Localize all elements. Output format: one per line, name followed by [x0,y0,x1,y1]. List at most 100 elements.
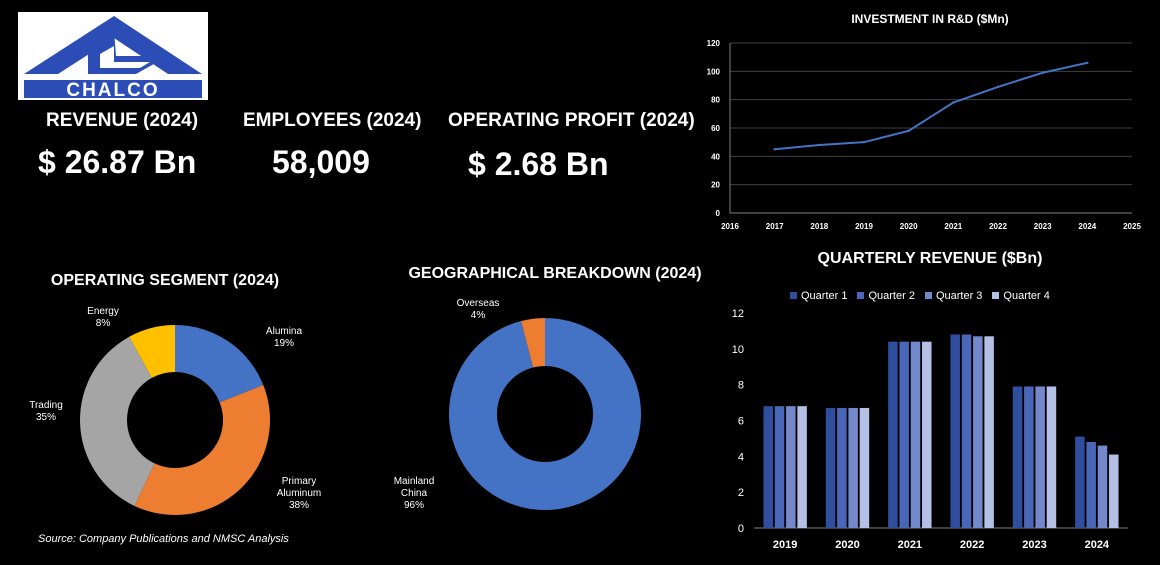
quarterly-chart-title: QUARTERLY REVENUE ($Bn) [817,250,1043,267]
revenue-label: REVENUE (2024) [46,110,199,131]
geo-slice-overseas [521,318,545,368]
rnd-point [907,129,910,133]
legend-label: Quarter 1 [801,289,848,302]
bar-2022-q1 [950,334,960,528]
rnd-y-tick: 120 [707,39,721,48]
rnd-series-line [774,61,1088,151]
rnd-y-tick: 40 [711,152,720,161]
segment-slice-alumina [175,325,264,403]
bar-2021-q4 [922,341,932,528]
rnd-y-tick: 20 [711,181,720,190]
rnd-x-tick: 2023 [1034,222,1052,231]
bar-2023-q3 [1035,386,1045,528]
rnd-chart-title: INVESTMENT IN R&D ($Mn) [851,12,1009,26]
segment-chart-title: OPERATING SEGMENT (2024) [50,272,280,289]
bar-2023-q1 [1012,386,1023,528]
legend-item-quarter-2: Quarter 2 [857,289,915,302]
rnd-point [1086,61,1089,65]
quarterly-x-tick: 2020 [835,539,859,551]
quarterly-x-tick: 2024 [1085,539,1110,551]
legend-label: Quarter 2 [868,289,915,302]
bar-2024-q1 [1075,436,1085,528]
geo-chart-title: GEOGRAPHICAL BREAKDOWN (2024) [408,265,702,282]
segment-label-alumina: Alumina 19% [266,326,303,349]
quarterly-x-tick: 2023 [1022,539,1046,551]
bar-2021-q2 [899,341,909,528]
geo-slice-mainland-china [449,318,641,510]
bar-2019-q4 [797,406,807,528]
chalco-logo: CHALCO [18,12,208,101]
rnd-point [818,143,821,147]
quarterly-y-tick: 8 [738,380,744,392]
bar-2023-q2 [1024,386,1034,528]
bar-2019-q2 [774,406,785,528]
quarterly-y-tick: 12 [732,308,744,320]
rnd-x-tick: 2022 [989,222,1007,231]
segment-label-primary-aluminum: Primary Aluminum 38% [277,476,321,511]
segment-donut-chart: Alumina 19% Primary Aluminum 38% Trading 35% En… [29,306,321,515]
quarterly-y-tick: 6 [738,416,744,428]
rnd-point [1041,71,1044,74]
rnd-x-tick: 2017 [766,222,784,231]
segment-slice-primary-aluminum [134,385,271,515]
quarterly-y-tick: 10 [732,344,744,356]
legend-swatch [924,292,932,299]
operating-profit-value: $ 2.68 Bn [468,146,609,182]
segment-label-trading: Trading 35% [29,400,63,423]
quarterly-y-tick: 0 [738,523,744,535]
legend-item-quarter-4: Quarter 4 [992,289,1050,302]
rnd-point [862,140,866,144]
quarterly-bar-chart: 0 2 4 6 8 10 12 2019 2020 2021 2022 2023 2024 [732,308,1128,551]
bar-2022-q3 [973,336,983,528]
revenue-value: $ 26.87 Bn [38,144,197,180]
logo-text: CHALCO [66,80,159,100]
rnd-y-tick: 80 [711,96,720,105]
operating-profit-label: OPERATING PROFIT (2024) [448,110,695,131]
rnd-line-chart: 0 20 40 60 80 100 120 2016 2017 2018 2019 2020 2021 2… [707,39,1142,231]
legend-item-quarter-3: Quarter 3 [924,289,983,302]
employees-value: 58,009 [272,144,370,180]
quarterly-x-tick: 2021 [898,539,922,551]
legend-item-quarter-1: Quarter 1 [790,290,847,302]
bar-2020-q1 [825,407,836,528]
rnd-point [952,101,955,104]
quarterly-y-tick: 2 [738,487,744,499]
segment-label-energy: Energy 8% [87,306,119,329]
employees-label: EMPLOYEES (2024) [243,110,422,131]
bar-2020-q4 [859,407,870,528]
rnd-x-tick: 2016 [721,222,739,231]
bar-2022-q2 [961,334,972,528]
geo-label-overseas: Overseas 4% [457,298,500,321]
rnd-x-tick: 2025 [1123,222,1141,231]
bar-2021-q1 [888,341,898,528]
geo-label-mainland-china: Mainland China 96% [394,476,435,511]
bar-2024-q3 [1097,445,1108,528]
quarterly-legend: Quarter 1 Quarter 2 Quarter 3 Quarter 4 [790,286,1110,304]
bar-2020-q2 [837,407,847,528]
legend-swatch [992,292,1000,299]
chalco-logo-mark: CHALCO [24,16,202,101]
legend-label: Quarter 4 [1003,289,1050,302]
legend-swatch [857,292,865,299]
rnd-x-tick: 2018 [810,222,828,231]
rnd-x-tick: 2020 [900,222,918,231]
source-note: Source: Company Publications and NMSC An… [38,533,289,545]
segment-slice-trading [80,336,155,506]
segment-slice-energy [129,325,175,378]
bar-2019-q3 [786,406,796,528]
bar-2022-q4 [984,336,994,528]
geo-donut-chart: Mainland China 96% Overseas 4% [394,298,641,511]
quarterly-x-tick: 2022 [960,539,984,551]
bar-2024-q2 [1086,442,1096,528]
rnd-x-tick: 2021 [944,222,962,231]
bar-2023-q4 [1046,386,1057,528]
legend-label: Quarter 3 [935,289,983,302]
quarterly-x-tick: 2019 [773,539,797,551]
bar-2024-q4 [1109,454,1119,528]
rnd-y-tick: 0 [716,209,721,218]
bar-2021-q3 [910,341,921,528]
rnd-point [773,148,776,151]
legend-swatch [790,292,797,299]
bar-2019-q1 [763,406,773,528]
bar-2020-q3 [848,407,858,528]
